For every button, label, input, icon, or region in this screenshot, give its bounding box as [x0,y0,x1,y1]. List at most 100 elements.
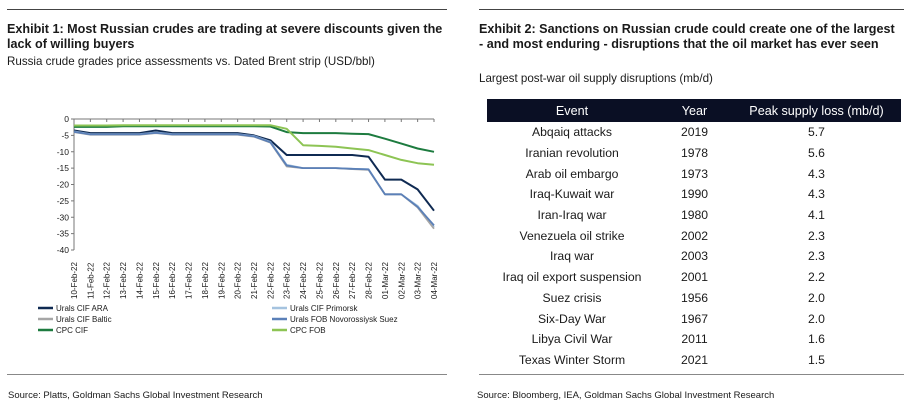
top-rule [7,9,447,10]
x-tick-label: 26-Feb-22 [332,262,341,299]
y-tick-label: 0 [64,114,69,124]
bottom-rule [7,374,447,375]
event-cell: Libya Civil War [531,332,613,347]
table-row: Iranian revolution 1978 5.6 [487,143,901,164]
table-row: Venezuela oil strike 2002 2.3 [487,225,901,246]
year-cell: 1973 [680,166,709,181]
event-cell: Venezuela oil strike [519,228,625,243]
event-cell: Iranian revolution [525,146,619,161]
year-cell: 2003 [680,249,709,264]
supply-disruptions-table: Event Year Peak supply loss (mb/d) Abqai… [487,99,901,370]
year-cell: 2021 [680,352,709,367]
y-tick-label: -10 [57,147,70,157]
exhibit-1-panel: Exhibit 1: Most Russian crudes are tradi… [0,0,455,409]
peak-loss-cell: 1.5 [808,352,825,367]
year-cell: 1990 [680,187,709,202]
table-row: Iraq oil export suspension 2001 2.2 [487,267,901,288]
event-cell: Iraq oil export suspension [502,270,642,285]
table-row: Arab oil embargo 1973 4.3 [487,163,901,184]
table-row: Iran-Iraq war 1980 4.1 [487,205,901,226]
series-line [73,131,435,230]
x-tick-label: 20-Feb-22 [234,262,243,299]
x-tick-label: 18-Feb-22 [201,262,210,299]
x-tick-label: 21-Feb-22 [250,262,259,299]
legend-label: Urals CIF ARA [56,304,109,313]
year-cell: 2002 [680,228,709,243]
x-tick-label: 16-Feb-22 [168,262,177,299]
exhibit-1-title: Exhibit 1: Most Russian crudes are tradi… [7,22,443,51]
y-tick-label: -30 [57,212,70,222]
peak-loss-cell: 4.1 [808,208,825,223]
bottom-rule [479,374,904,375]
series-line [73,130,435,226]
col-header-peak-loss: Peak supply loss (mb/d) [732,99,901,122]
series-line [74,124,435,166]
year-cell: 2001 [680,270,709,285]
peak-loss-cell: 2.2 [808,270,825,285]
table-row: Abqaiq attacks 2019 5.7 [487,122,901,143]
year-cell: 1967 [680,311,709,326]
year-cell: 1980 [680,208,709,223]
event-cell: Six-Day War [538,311,606,326]
table-row: Iraq-Kuwait war 1990 4.3 [487,184,901,205]
legend-label: CPC FOB [290,326,326,335]
exhibit-2-subtitle: Largest post-war oil supply disruptions … [479,72,713,85]
x-tick-label: 10-Feb-22 [70,262,79,299]
x-tick-label: 28-Feb-22 [365,262,374,299]
peak-loss-cell: 1.6 [808,332,825,347]
legend-label: Urals FOB Novorossiysk Suez [290,315,398,324]
event-cell: Texas Winter Storm [518,352,626,367]
legend-label: Urals CIF Primorsk [290,304,359,313]
y-tick-label: -35 [57,229,70,239]
y-tick-label: -15 [57,163,70,173]
year-cell: 2011 [681,332,708,347]
x-tick-label: 15-Feb-22 [152,262,161,299]
x-tick-label: 17-Feb-22 [185,262,194,299]
y-tick-label: -5 [61,130,69,140]
peak-loss-cell: 2.3 [808,228,825,243]
peak-loss-cell: 5.7 [808,125,825,140]
top-rule [479,9,904,10]
x-tick-label: 01-Mar-22 [381,262,390,299]
x-tick-label: 04-Mar-22 [430,262,439,299]
year-cell: 1956 [680,290,709,305]
col-header-year: Year [657,99,732,122]
x-tick-label: 22-Feb-22 [266,262,275,299]
year-cell: 1978 [680,146,709,161]
table-row: Suez crisis 1956 2.0 [487,288,901,309]
peak-loss-cell: 4.3 [808,166,825,181]
exhibit-2-title: Exhibit 2: Sanctions on Russian crude co… [479,22,895,51]
event-cell: Suez crisis [542,290,602,305]
x-tick-label: 25-Feb-22 [315,262,324,299]
exhibit-1-subtitle: Russia crude grades price assessments vs… [7,55,375,68]
y-tick-label: -20 [57,180,70,190]
event-cell: Iraq war [549,249,595,264]
x-tick-label: 12-Feb-22 [103,262,112,299]
x-tick-label: 02-Mar-22 [397,262,406,299]
event-cell: Iran-Iraq war [537,208,607,223]
exhibit-2-source: Source: Bloomberg, IEA, Goldman Sachs Gl… [477,390,775,401]
table-header-row: Event Year Peak supply loss (mb/d) [487,99,901,122]
peak-loss-cell: 5.6 [808,146,825,161]
x-tick-label: 27-Feb-22 [348,262,357,299]
peak-loss-cell: 2.3 [808,249,825,264]
series-line [73,130,435,228]
year-cell: 2019 [680,125,709,140]
y-tick-label: -40 [57,245,70,255]
peak-loss-cell: 4.3 [808,187,825,202]
series-line [74,125,435,153]
table-row: Six-Day War 1967 2.0 [487,308,901,329]
peak-loss-cell: 2.0 [808,290,825,305]
peak-loss-cell: 2.0 [808,311,825,326]
col-header-event: Event [487,99,657,122]
table-row: Iraq war 2003 2.3 [487,246,901,267]
event-cell: Iraq-Kuwait war [529,187,615,202]
legend-label: CPC CIF [56,326,88,335]
x-tick-label: 13-Feb-22 [119,262,128,299]
x-tick-label: 23-Feb-22 [283,262,292,299]
exhibit-2-panel: Exhibit 2: Sanctions on Russian crude co… [470,0,911,409]
event-cell: Abqaiq attacks [532,125,612,140]
legend-label: Urals CIF Baltic [56,315,112,324]
x-tick-label: 24-Feb-22 [299,262,308,299]
